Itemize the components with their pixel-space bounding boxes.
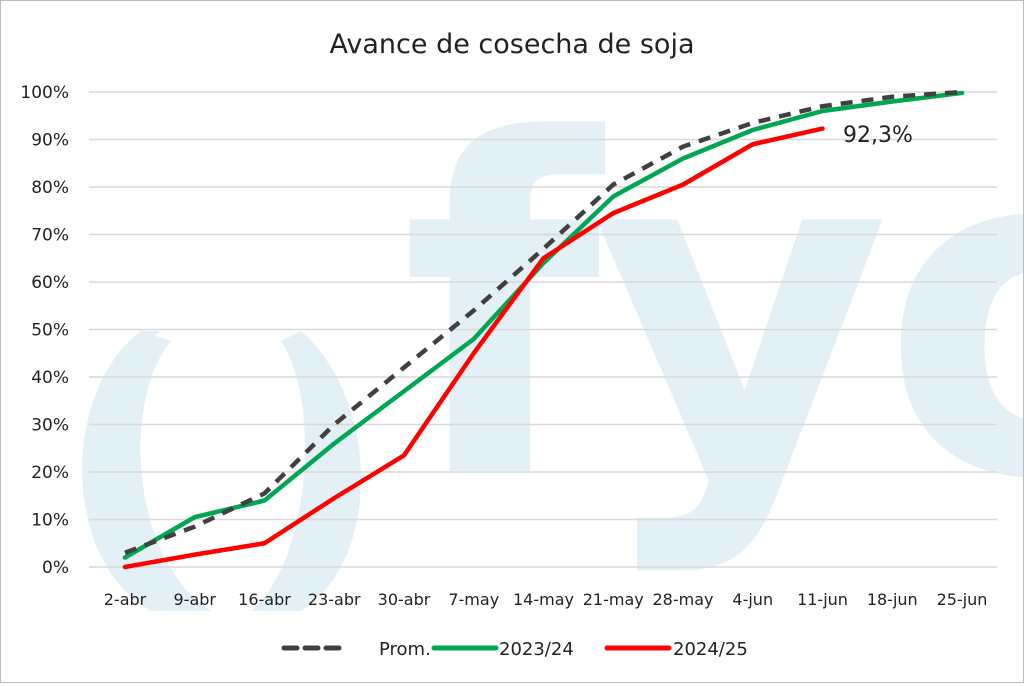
data-label-annotation: 92,3% — [843, 123, 913, 148]
y-tick-label: 0% — [42, 558, 69, 578]
x-tick-label: 9-abr — [174, 590, 217, 609]
y-tick-label: 70% — [31, 226, 69, 246]
x-tick-label: 28-may — [653, 590, 714, 609]
x-tick-label: 30-abr — [378, 590, 431, 609]
y-tick-label: 50% — [31, 321, 69, 341]
x-tick-label: 7-may — [448, 590, 499, 609]
y-tick-label: 40% — [31, 368, 69, 388]
legend-label: Prom. — [379, 639, 431, 660]
x-tick-label: 16-abr — [238, 590, 291, 609]
x-tick-label: 23-abr — [308, 590, 361, 609]
chart-title: Avance de cosecha de soja — [330, 29, 695, 60]
series-line-202324 — [122, 90, 965, 560]
series-line-prom — [124, 89, 963, 555]
watermark-left-paren — [82, 331, 211, 611]
x-tick-label: 11-jun — [797, 590, 848, 609]
x-tick-label: 2-abr — [104, 590, 147, 609]
x-tick-label: 18-jun — [867, 590, 918, 609]
y-tick-label: 60% — [31, 273, 69, 293]
series-line-202425 — [122, 126, 825, 570]
legend-label: 2024/25 — [673, 639, 748, 660]
y-tick-label: 20% — [31, 463, 69, 483]
y-tick-label: 100% — [20, 83, 69, 103]
x-tick-label: 25-jun — [937, 590, 988, 609]
legend-label: 2023/24 — [499, 639, 574, 660]
x-tick-label: 14-may — [513, 590, 574, 609]
x-tick-label: 4-jun — [732, 590, 773, 609]
x-tick-label: 21-may — [583, 590, 644, 609]
y-tick-label: 10% — [31, 511, 69, 531]
y-tick-label: 90% — [31, 131, 69, 151]
y-tick-label: 30% — [31, 416, 69, 436]
y-tick-label: 80% — [31, 178, 69, 198]
watermark-right-paren — [251, 331, 361, 611]
watermark-fyo: fyo — [401, 45, 1023, 580]
